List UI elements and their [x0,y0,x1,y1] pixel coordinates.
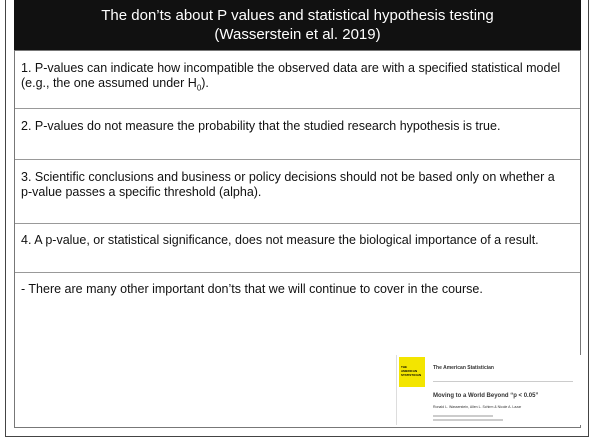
point-text-end: ). [201,76,209,90]
journal-name: The American Statistician [433,365,494,371]
subtitle: (Wasserstein et al. 2019) [14,25,581,44]
article-title: Moving to a World Beyond “p < 0.05” [433,393,538,399]
citation-line [433,415,493,417]
journal-cover: THE AMERICAN STATISTICIAN [399,357,425,387]
separator [15,159,580,160]
separator [15,108,580,109]
rule [433,381,573,382]
article-authors: Ronald L. Wasserstein, Allen L. Schirm &… [433,405,521,409]
slide: The don’ts about P values and statistica… [0,0,596,444]
point: 4. A p-value, or statistical significanc… [21,233,569,248]
point-text: 1. P-values can indicate how incompatibl… [21,61,560,90]
citation-line [433,419,503,421]
separator [15,223,580,224]
slide-header: The don’ts about P values and statistica… [14,0,581,50]
article-thumbnail: THE AMERICAN STATISTICIAN The American S… [396,355,581,425]
title: The don’ts about P values and statistica… [14,6,581,25]
point: 2. P-values do not measure the probabili… [21,119,569,134]
point: - There are many other important don’ts … [21,282,569,297]
separator [15,272,580,273]
content-box: 1. P-values can indicate how incompatibl… [14,50,581,428]
point: 1. P-values can indicate how incompatibl… [21,61,569,91]
point: 3. Scientific conclusions and business o… [21,170,569,200]
